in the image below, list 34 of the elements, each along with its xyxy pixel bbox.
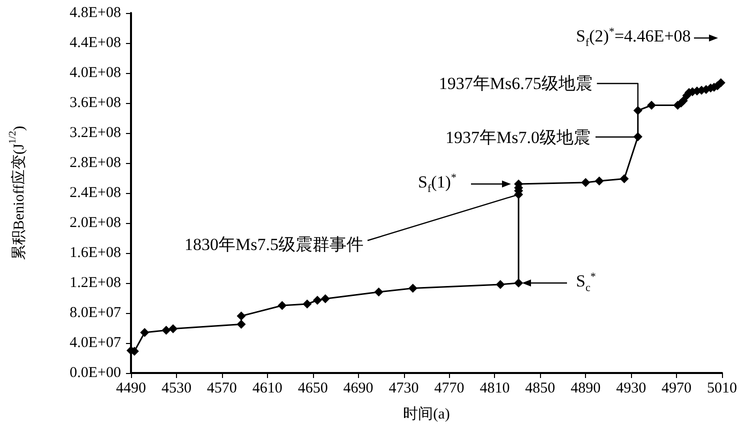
annotation: 1937年Ms6.75级地震 bbox=[438, 74, 592, 93]
x-tick-label: 4970 bbox=[662, 380, 692, 396]
x-tick-label: 4890 bbox=[570, 380, 601, 396]
x-tick-label: 4570 bbox=[206, 380, 237, 396]
y-tick-label: 2.4E+08 bbox=[70, 185, 121, 201]
x-tick-label: 4730 bbox=[388, 380, 419, 396]
x-tick-label: 4610 bbox=[252, 380, 282, 396]
x-tick-label: 4690 bbox=[343, 380, 374, 396]
x-tick-label: 4650 bbox=[298, 380, 328, 396]
x-tick-label: 4930 bbox=[616, 380, 646, 396]
y-tick-label: 1.2E+08 bbox=[70, 275, 121, 291]
x-tick-label: 4810 bbox=[480, 380, 510, 396]
x-tick-label: 4490 bbox=[116, 380, 146, 396]
y-tick-label: 4.0E+08 bbox=[70, 65, 121, 81]
x-tick-label: 4770 bbox=[434, 380, 464, 396]
annotation: 1830年Ms7.5级震群事件 bbox=[184, 235, 364, 254]
annotation: 1937年Ms7.0级地震 bbox=[446, 128, 590, 146]
y-tick-label: 4.0E+07 bbox=[70, 335, 122, 351]
y-tick-label: 2.0E+08 bbox=[70, 215, 121, 231]
x-tick-label: 4850 bbox=[525, 380, 556, 396]
annotation: S$_{f}$(1)$^{*}$ bbox=[418, 172, 456, 196]
y-axis-title: 累积Benioff应变(J1/2) bbox=[8, 126, 28, 260]
y-tick-label: 4.8E+08 bbox=[70, 5, 121, 21]
annotation: S$_{f}$(2)$^{*}$=4.46E+08 bbox=[576, 26, 691, 50]
y-tick-label: 1.6E+08 bbox=[70, 245, 121, 261]
y-tick-label: 3.2E+08 bbox=[70, 125, 121, 141]
x-tick-label: 5010 bbox=[707, 380, 737, 396]
x-axis-title: 时间(a) bbox=[403, 406, 450, 422]
y-tick-label: 0.0E+00 bbox=[70, 365, 121, 381]
y-tick-label: 2.8E+08 bbox=[70, 155, 121, 171]
y-tick-label: 8.0E+07 bbox=[70, 305, 122, 321]
y-tick-label: 4.4E+08 bbox=[70, 35, 121, 51]
y-tick-label: 3.6E+08 bbox=[70, 95, 121, 111]
x-tick-label: 4530 bbox=[161, 380, 192, 396]
